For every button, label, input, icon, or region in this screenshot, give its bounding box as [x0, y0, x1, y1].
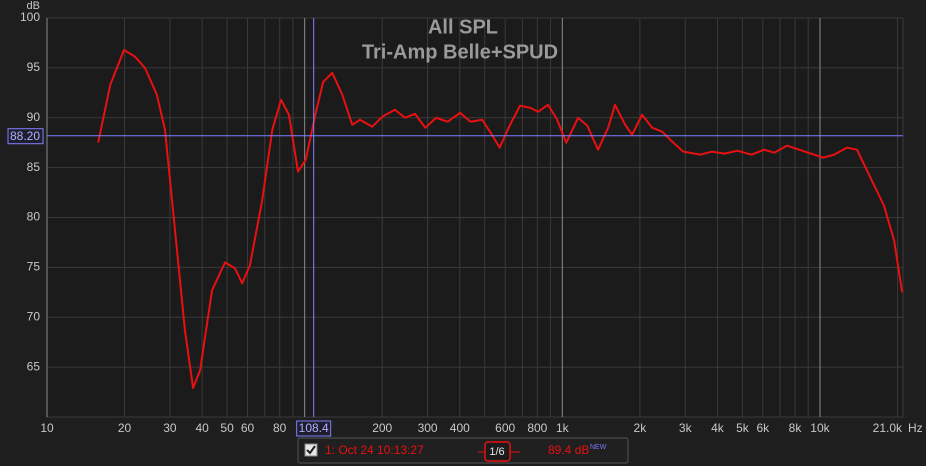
y-tick-label: 75: [27, 260, 41, 274]
grid: [46, 17, 904, 417]
x-tick-label: 30: [163, 421, 177, 435]
cursor-y-label: 88.20: [10, 129, 40, 143]
marks: [97, 48, 904, 390]
checkmark: [306, 445, 316, 455]
smoothing-label: 1/6: [489, 446, 504, 458]
x-tick-label: 10k: [810, 421, 830, 435]
y-axis-label: dB: [27, 0, 40, 12]
x-tick-label: 2k: [634, 421, 648, 435]
y-tick-label: 85: [27, 160, 41, 174]
x-tick-label: 8k: [789, 421, 803, 435]
legend-box: [297, 437, 629, 464]
x-tick-label: 1k: [556, 421, 570, 435]
y-tick-label: 65: [27, 359, 41, 373]
x-tick-label: 5k: [736, 421, 750, 435]
cursor-x-box: [296, 420, 332, 437]
x-tick-label: 60: [241, 421, 255, 435]
x-tick-label: 10: [40, 421, 54, 435]
cursor-x-label: 108.4: [299, 421, 329, 435]
x-tick-label: 21.0k: [873, 421, 903, 435]
x-tick-label: 600: [495, 421, 515, 435]
smoothing-button[interactable]: [484, 441, 511, 462]
x-tick-label: 200: [372, 421, 392, 435]
legend-bar: 1: Oct 24 10:13:27 1/6 89.4 dB NEW: [297, 437, 629, 464]
x-axis-unit: Hz: [908, 421, 923, 435]
x-tick-label: 80: [273, 421, 287, 435]
x-tick-label: 6k: [756, 421, 770, 435]
x-tick-label: 400: [450, 421, 470, 435]
x-tick-label: 300: [418, 421, 438, 435]
series-line: [97, 48, 904, 390]
legend-reading: 89.4 dB: [548, 443, 589, 457]
y-tick-label: 70: [27, 309, 41, 323]
y-tick-label: 80: [27, 210, 41, 224]
x-tick-label: 20: [118, 421, 132, 435]
x-tick-label: 3k: [679, 421, 693, 435]
chart-subtitle: Tri-Amp Belle+SPUD: [362, 41, 558, 63]
x-tick-label: 4k: [711, 421, 725, 435]
x-tick-label: 50: [220, 421, 234, 435]
y-tick-label: 90: [27, 110, 41, 124]
y-tick-label: 100: [20, 10, 40, 24]
cursor-y-box: [7, 128, 44, 145]
chart-title: All SPL: [428, 16, 498, 38]
legend-badge: NEW: [590, 444, 607, 451]
y-tick-label: 95: [27, 60, 41, 74]
x-tick-label: 40: [195, 421, 209, 435]
legend-series-name[interactable]: 1: Oct 24 10:13:27: [325, 443, 424, 457]
x-tick-label: 800: [527, 421, 547, 435]
